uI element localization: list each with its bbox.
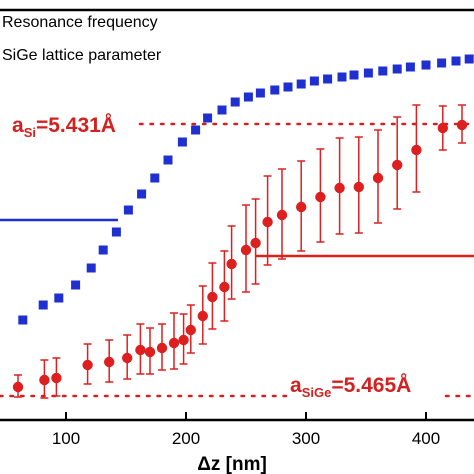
lattice-point (122, 352, 133, 364)
resonance-point (111, 227, 121, 237)
lattice-point (240, 244, 252, 256)
resonance-point (283, 82, 293, 92)
lattice-point (353, 181, 364, 193)
x-axis-title: Δz [nm] (197, 454, 267, 474)
lattice-point (262, 216, 273, 228)
resonance-point (349, 70, 359, 80)
resonance-point (392, 64, 402, 74)
resonance-point (255, 88, 265, 98)
resonance-point (217, 105, 227, 115)
x-axis: 100 200 300 400 Δz [nm] (52, 412, 440, 474)
series-layer (12, 54, 474, 399)
lattice-point (51, 372, 62, 384)
lattice-point (334, 182, 345, 194)
resonance-point (243, 92, 253, 102)
lattice-point (185, 324, 196, 336)
resonance-point (451, 56, 461, 66)
lattice-point (437, 122, 448, 134)
lattice-point (82, 359, 93, 371)
lattice-point (372, 172, 384, 184)
lattice-point (135, 344, 146, 356)
resonance-point (163, 155, 173, 165)
x-tick-label-200: 200 (172, 429, 200, 448)
lattice-point (12, 381, 24, 393)
resonance-point (137, 189, 147, 199)
resonance-point (230, 97, 240, 107)
legend: Resonance frequency SiGe lattice paramet… (2, 14, 162, 64)
resonance-point (38, 300, 48, 310)
resonance-point (437, 58, 447, 68)
lattice-point (392, 159, 403, 171)
lattice-point (250, 237, 261, 249)
resonance-point (18, 315, 28, 325)
resonance-point (323, 74, 333, 84)
resonance-point (405, 62, 415, 72)
lattice-point (276, 209, 288, 221)
lattice-point (456, 119, 468, 131)
lattice-point (226, 258, 237, 270)
legend-entry-sige: SiGe lattice parameter (2, 47, 162, 64)
annotation-a-sige-sub: SiGe (302, 385, 332, 400)
lattice-point (178, 334, 189, 346)
resonance-point (150, 173, 160, 183)
lattice-point (411, 144, 422, 156)
annotation-a-sige: aSiGe=5.465Å (290, 373, 411, 400)
resonance-point (203, 113, 213, 123)
resonance-point (86, 263, 96, 273)
lattice-point (315, 191, 326, 203)
annotation-a-si-sub: Si (24, 125, 36, 140)
resonance-point (378, 66, 388, 76)
resonance-point (71, 280, 81, 290)
lattice-point (156, 342, 168, 354)
resonance-point (363, 68, 373, 78)
lattice-point (207, 291, 218, 303)
annotation-a-sige-rest: =5.465Å (331, 373, 411, 397)
resonance-point (464, 54, 474, 64)
resonance-point (296, 79, 306, 89)
resonance-point (123, 205, 133, 215)
legend-entry-resonance: Resonance frequency (2, 14, 158, 31)
resonance-point (309, 76, 319, 86)
resonance-point (421, 60, 431, 70)
resonance-point (337, 72, 347, 82)
annotation-a-si-rest: =5.431Å (36, 113, 116, 137)
annotation-a-si: aSi=5.431Å (12, 113, 116, 140)
x-tick-label-400: 400 (412, 429, 440, 448)
annotation-a-sige-base: a (290, 374, 302, 397)
lattice-point (104, 356, 115, 368)
resonance-point (177, 137, 187, 147)
lattice-point (197, 310, 208, 322)
lattice-point (144, 346, 156, 358)
resonance-point (54, 293, 64, 303)
lattice-point (296, 201, 307, 213)
x-tick-label-100: 100 (52, 429, 80, 448)
annotation-a-si-base: a (12, 114, 24, 137)
resonance-point (270, 85, 280, 95)
resonance-point (98, 245, 108, 255)
x-tick-label-300: 300 (292, 429, 320, 448)
resonance-point (191, 125, 201, 135)
lattice-point (219, 281, 230, 293)
lattice-point (39, 374, 50, 386)
lattice-point (168, 337, 180, 349)
